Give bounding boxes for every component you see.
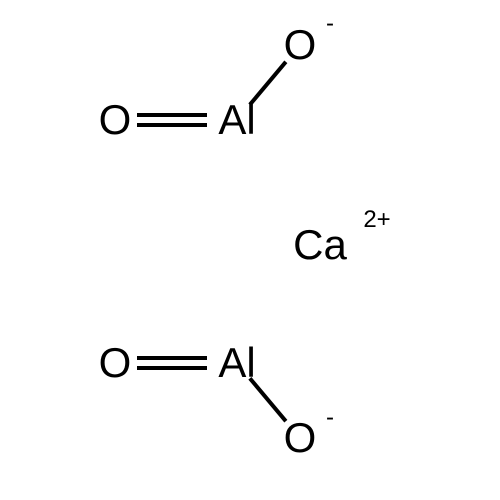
- atom-label: Ca: [293, 221, 347, 269]
- atom-label: Al: [218, 339, 255, 387]
- atom-label: Al: [218, 96, 255, 144]
- atom-label: O: [99, 96, 132, 144]
- chemical-structure-diagram: OAlO-Ca2+OAlO-: [0, 0, 500, 500]
- atom-label: O: [284, 414, 317, 462]
- charge-label: 2+: [363, 206, 390, 234]
- charge-label: -: [326, 404, 334, 432]
- charge-label: -: [326, 10, 334, 38]
- atom-label: O: [284, 21, 317, 69]
- bond: [137, 115, 207, 125]
- atom-label: O: [99, 339, 132, 387]
- bond: [137, 358, 207, 368]
- bond-layer: [0, 0, 500, 500]
